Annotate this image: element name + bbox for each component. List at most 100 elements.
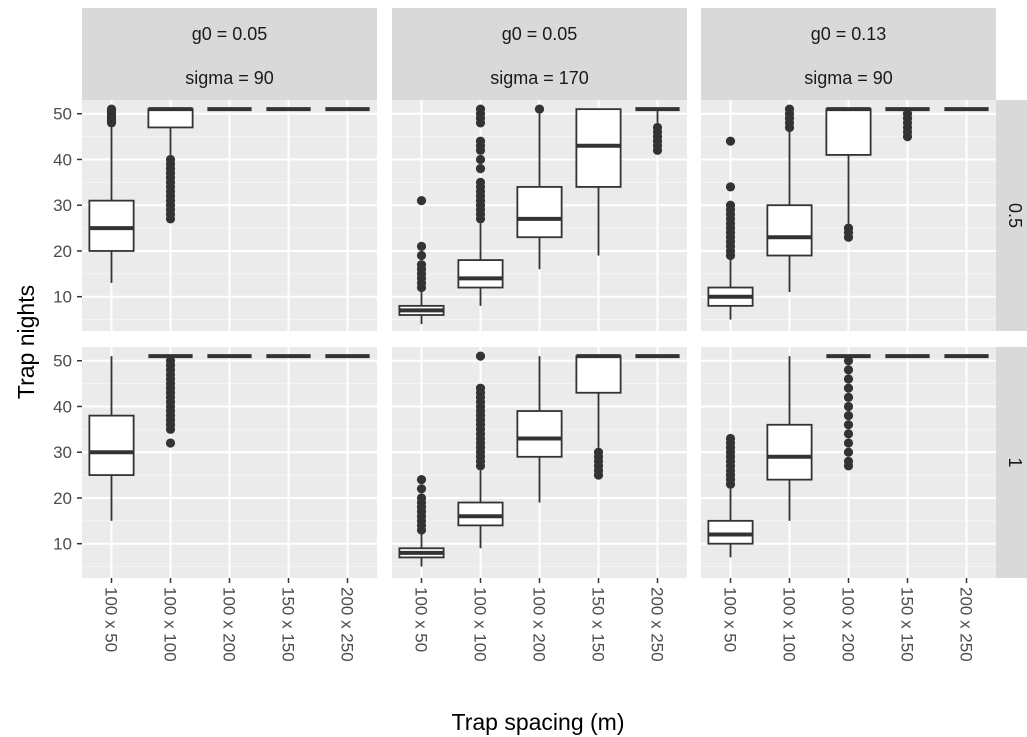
box [766,204,813,257]
y-axis-title: Trap nights [13,285,39,399]
outlier-point [784,104,795,114]
outlier-point [416,241,427,251]
outlier-point [725,182,736,192]
outlier-point [843,447,854,457]
outlier-point [475,164,486,174]
outlier-point [725,136,736,146]
outlier-point [416,475,427,485]
panel [82,347,377,578]
x-tick-label: 100 x 50 [102,587,121,652]
outlier-point [593,447,604,457]
y-tick-label: 40 [53,150,72,169]
box [147,108,194,129]
x-tick-label: 200 x 250 [648,587,667,662]
outlier-point [843,223,854,233]
box [88,199,135,252]
y-tick-label: 20 [53,489,72,508]
outlier-point [416,196,427,206]
y-tick-label: 10 [53,535,72,554]
outlier-point [725,433,736,444]
x-tick-label: 150 x 150 [589,587,608,662]
facet-strip-top [701,8,996,100]
facet-strip-top [392,8,687,100]
outlier-point [843,411,854,421]
outlier-point [843,374,854,384]
panel [82,100,377,331]
outlier-point [843,392,854,402]
outlier-point [843,365,854,375]
outlier-point [475,154,486,165]
outlier-point [416,250,427,261]
outlier-point [165,438,176,448]
outlier-point [843,429,854,439]
box [457,501,504,527]
box [575,108,622,188]
outlier-point [843,456,854,466]
outlier-point [165,356,176,366]
facet-label-g0: g0 = 0.05 [502,24,578,44]
outlier-point [725,200,736,210]
y-tick-label: 40 [53,397,72,416]
facet-strip-right [996,347,1027,578]
outlier-point [475,383,486,393]
outlier-point [902,109,913,119]
facet-strip-top [82,8,377,100]
x-tick-label: 100 x 200 [530,587,549,662]
box [707,519,754,545]
x-tick-label: 100 x 100 [471,587,490,662]
y-tick-label: 20 [53,242,72,261]
box [88,414,135,476]
outlier-point [475,351,486,361]
y-tick-label: 50 [53,105,72,124]
facet-label-sigma: sigma = 90 [185,68,274,88]
box [516,410,563,458]
x-tick-label: 150 x 150 [898,587,917,662]
outlier-point [475,136,486,146]
x-tick-label: 100 x 200 [839,587,858,662]
box [457,259,504,289]
facet-label-sigma: sigma = 170 [490,68,589,88]
box [516,186,563,239]
facet-label-g0: g0 = 0.13 [811,24,887,44]
outlier-point [652,122,663,133]
y-tick-label: 50 [53,352,72,371]
panel [392,347,687,578]
outlier-point [534,104,545,114]
facet-label-sigma: sigma = 90 [804,68,893,88]
box [825,108,872,156]
panel [392,100,687,331]
panel [701,347,996,578]
outlier-point [843,356,854,366]
y-tick-label: 30 [53,196,72,215]
x-tick-label: 150 x 150 [279,587,298,662]
facet-strip-right [996,100,1027,331]
outlier-point [843,383,854,393]
x-tick-label: 200 x 250 [338,587,357,662]
panel [701,100,996,331]
outlier-point [843,438,854,448]
outlier-point [165,154,176,165]
x-tick-label: 200 x 250 [957,587,976,662]
outlier-point [475,104,486,114]
x-tick-label: 100 x 50 [412,587,431,652]
y-tick-label: 10 [53,288,72,307]
outlier-point [416,493,427,503]
x-tick-label: 100 x 100 [161,587,180,662]
outlier-point [106,104,117,114]
x-tick-label: 100 x 100 [780,587,799,662]
box [766,423,813,481]
y-tick-label: 30 [53,443,72,462]
outlier-point [416,260,427,270]
outlier-point [416,484,427,494]
outlier-point [843,401,854,412]
facet-row-label: 1 [1005,457,1025,467]
x-axis-title: Trap spacing (m) [452,709,625,735]
x-tick-label: 100 x 200 [220,587,239,662]
facet-label-g0: g0 = 0.05 [192,24,268,44]
x-tick-label: 100 x 50 [721,587,740,652]
box [575,355,622,394]
outlier-point [843,420,854,430]
facet-row-label: 0.5 [1005,203,1025,228]
outlier-point [475,177,486,187]
